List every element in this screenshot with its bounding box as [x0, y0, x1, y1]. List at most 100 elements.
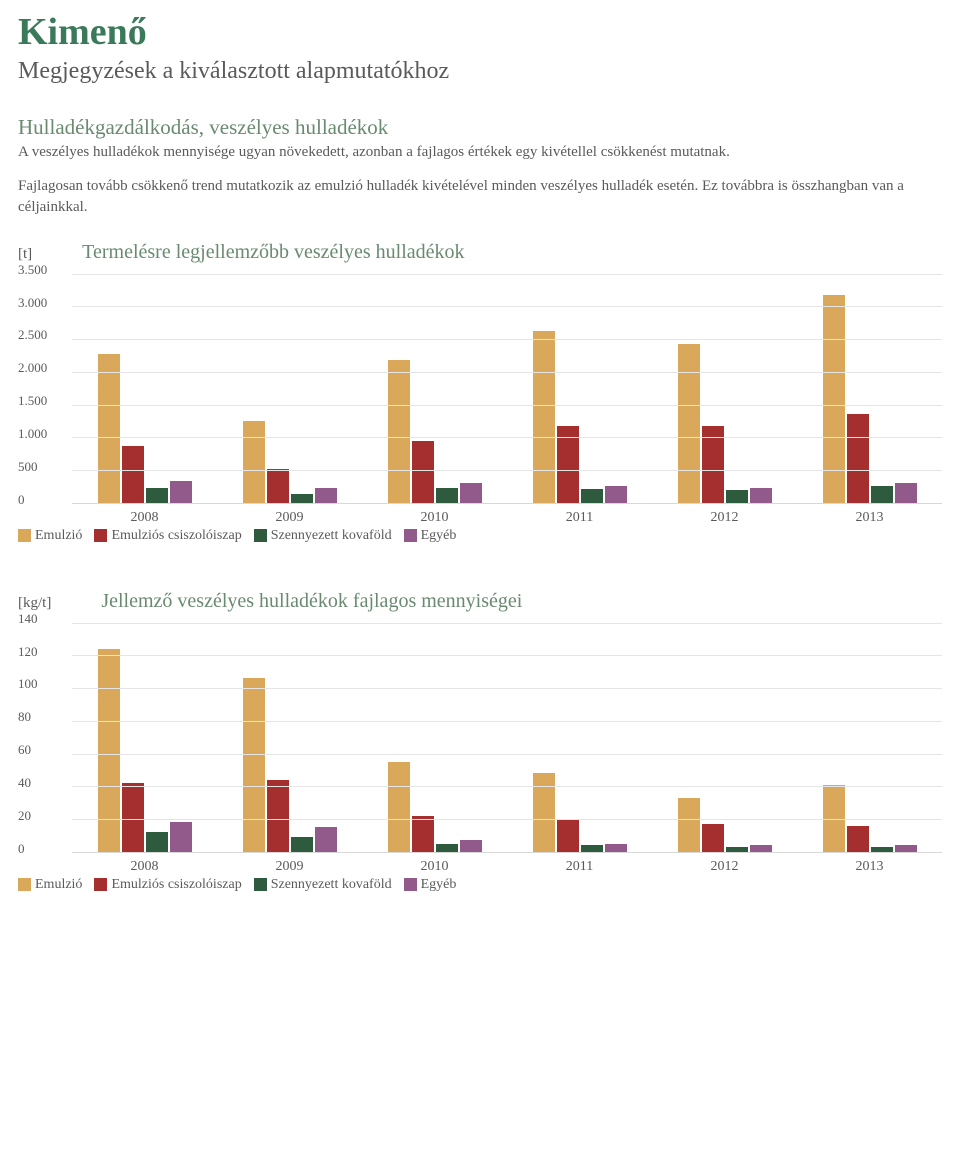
bar: [726, 847, 748, 852]
bar: [267, 780, 289, 852]
xtick-label: 2012: [652, 510, 797, 526]
bar: [581, 489, 603, 503]
chart-2: [kg/t] Jellemző veszélyes hulladékok faj…: [18, 590, 942, 893]
bar: [436, 488, 458, 502]
legend-label: Emulzió: [35, 528, 82, 544]
bar: [146, 832, 168, 852]
bar: [98, 649, 120, 852]
xtick-label: 2010: [362, 510, 507, 526]
legend-label: Egyéb: [421, 877, 457, 893]
xtick-label: 2008: [72, 859, 217, 875]
bar-group: [797, 274, 942, 503]
bar: [122, 783, 144, 852]
bar: [581, 845, 603, 852]
bar: [170, 822, 192, 851]
bar-group: [797, 623, 942, 852]
chart-1: [t] Termelésre legjellemzőbb veszélyes h…: [18, 241, 942, 544]
bar: [702, 824, 724, 852]
legend-label: Egyéb: [421, 528, 457, 544]
bar-group: [362, 274, 507, 503]
bar: [895, 845, 917, 852]
bar: [243, 678, 265, 851]
legend-swatch: [18, 878, 31, 891]
bar: [847, 826, 869, 852]
legend-swatch: [404, 878, 417, 891]
bar: [267, 469, 289, 503]
chart1-yaxis: 3.5003.0002.5002.0001.5001.0005000: [18, 274, 72, 504]
bar: [98, 354, 120, 503]
bar-group: [217, 623, 362, 852]
bar: [605, 844, 627, 852]
bar: [750, 488, 772, 503]
paragraph-1: A veszélyes hulladékok mennyisége ugyan …: [18, 142, 928, 162]
legend-label: Emulziós csiszolóiszap: [111, 528, 241, 544]
chart2-legend: Emulzió Emulziós csiszolóiszap Szennyezett…: [18, 877, 942, 893]
bar: [895, 483, 917, 503]
bar: [871, 847, 893, 852]
bar: [460, 483, 482, 503]
legend-swatch: [254, 878, 267, 891]
bar: [605, 486, 627, 502]
bar: [388, 360, 410, 503]
chart1-title: Termelésre legjellemzőbb veszélyes hulla…: [82, 241, 464, 264]
page-subtitle: Megjegyzések a kiválasztott alapmutatókh…: [18, 58, 942, 85]
chart2-unit: [kg/t]: [18, 595, 51, 612]
page-title: Kimenő: [18, 10, 942, 54]
legend-item: Szennyezett kovaföld: [254, 877, 392, 893]
bar-group: [507, 623, 652, 852]
xtick-label: 2010: [362, 859, 507, 875]
chart2-title: Jellemző veszélyes hulladékok fajlagos m…: [101, 590, 522, 613]
xtick-label: 2011: [507, 859, 652, 875]
legend-swatch: [94, 529, 107, 542]
chart1-xaxis: 200820092010201120122013: [72, 510, 942, 526]
xtick-label: 2013: [797, 510, 942, 526]
bar: [436, 844, 458, 852]
xtick-label: 2009: [217, 510, 362, 526]
chart1-plot: [72, 274, 942, 504]
bar-group: [72, 274, 217, 503]
bar-group: [507, 274, 652, 503]
bar-group: [652, 274, 797, 503]
bar: [291, 837, 313, 852]
section-heading: Hulladékgazdálkodás, veszélyes hulladéko…: [18, 115, 942, 140]
paragraph-2: Fajlagosan tovább csökkenő trend mutatko…: [18, 176, 928, 217]
bar-group: [72, 623, 217, 852]
xtick-label: 2009: [217, 859, 362, 875]
legend-item: Szennyezett kovaföld: [254, 528, 392, 544]
bar: [823, 295, 845, 503]
bar: [847, 414, 869, 502]
xtick-label: 2008: [72, 510, 217, 526]
legend-label: Emulziós csiszolóiszap: [111, 877, 241, 893]
bar: [557, 819, 579, 852]
legend-item: Egyéb: [404, 877, 457, 893]
legend-item: Emulzió: [18, 877, 82, 893]
bar-group: [362, 623, 507, 852]
bar: [412, 816, 434, 852]
chart2-xaxis: 200820092010201120122013: [72, 859, 942, 875]
bar: [750, 845, 772, 852]
bar-group: [652, 623, 797, 852]
bar: [533, 773, 555, 852]
xtick-label: 2011: [507, 510, 652, 526]
chart1-legend: Emulzió Emulziós csiszolóiszap Szennyezett…: [18, 528, 942, 544]
legend-label: Szennyezett kovaföld: [271, 877, 392, 893]
xtick-label: 2012: [652, 859, 797, 875]
bar: [146, 488, 168, 503]
legend-swatch: [94, 878, 107, 891]
legend-swatch: [404, 529, 417, 542]
legend-swatch: [254, 529, 267, 542]
legend-item: Emulzió: [18, 528, 82, 544]
bar: [122, 446, 144, 503]
legend-swatch: [18, 529, 31, 542]
legend-label: Szennyezett kovaföld: [271, 528, 392, 544]
legend-item: Emulziós csiszolóiszap: [94, 528, 241, 544]
bar: [678, 344, 700, 503]
bar: [243, 421, 265, 503]
chart2-yaxis: 140120100806040200: [18, 623, 72, 853]
bar: [412, 441, 434, 503]
bar: [678, 798, 700, 852]
xtick-label: 2013: [797, 859, 942, 875]
bar: [871, 486, 893, 502]
bar: [460, 840, 482, 851]
bar: [170, 481, 192, 503]
